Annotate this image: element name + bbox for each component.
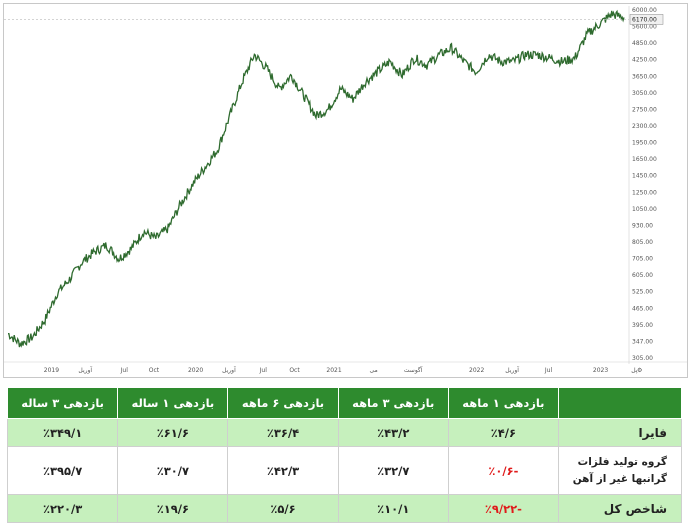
y-tick-label: 347.00 [632, 338, 653, 345]
y-tick-label: 1250.00 [632, 189, 657, 196]
gear-icon[interactable]: ⚙ [637, 367, 642, 374]
x-tick-label: پل [631, 367, 638, 374]
cell-1y: ٪۳۰/۷ [117, 446, 229, 495]
header-cell-name [558, 387, 682, 419]
y-tick-label: 465.00 [632, 305, 653, 312]
x-tick-label: آگوست [404, 365, 423, 374]
x-tick-label: 2021 [326, 367, 341, 374]
y-tick-label: 805.00 [632, 239, 653, 246]
cell-3m: ٪۴۳/۲ [337, 418, 449, 447]
cell-3m: ٪۱۰/۱ [337, 494, 449, 523]
price-chart-svg: 6000.00 5600.00 4850.00 4250.00 3650.00 3050.… [4, 6, 687, 374]
y-tick-label: 4850.00 [632, 40, 657, 47]
x-tick-label: Jul [120, 367, 129, 374]
cell-6m: ٪۴۲/۳ [227, 446, 339, 495]
y-tick-label: 1450.00 [632, 173, 657, 180]
cell-1m: -٪۰/۶ [447, 446, 560, 495]
y-tick-label: 4250.00 [632, 57, 657, 64]
y-tick-label: 605.00 [632, 272, 653, 279]
header-cell-3m: بازدهی ۳ ماهه [337, 387, 449, 419]
y-tick-label: 705.00 [632, 256, 653, 263]
header-cell-1y: بازدهی ۱ ساله [117, 387, 229, 419]
x-tick-label: آوریل [505, 365, 519, 374]
y-tick-label: 2750.00 [632, 106, 657, 113]
x-tick-label: Oct [289, 367, 300, 374]
y-tick-label: 3050.00 [632, 90, 657, 97]
row-name: گروه تولید فلزات گرانبها غیر از آهن [558, 446, 682, 495]
x-tick-label: 2020 [188, 367, 203, 374]
y-tick-label: 525.00 [632, 289, 653, 296]
x-tick-label: 2023 [593, 367, 608, 374]
y-tick-label: 2300.00 [632, 123, 657, 130]
cell-6m: ٪۵/۶ [227, 494, 339, 523]
y-tick-label: 1950.00 [632, 140, 657, 147]
x-tick-label: Oct [149, 367, 160, 374]
header-cell-6m: بازدهی ۶ ماهه [227, 387, 339, 419]
y-tick-label: 395.00 [632, 322, 653, 329]
y-tick-label: 5600.00 [632, 24, 657, 31]
cell-3y: ٪۳۴۹/۱ [6, 418, 119, 447]
performance-table: بازدهی ۱ ماهه بازدهی ۳ ماهه بازدهی ۶ ماه… [6, 387, 682, 523]
table-header-row: بازدهی ۱ ماهه بازدهی ۳ ماهه بازدهی ۶ ماه… [6, 387, 682, 419]
cell-3y: ٪۳۹۵/۷ [6, 446, 119, 495]
cell-1m: ٪۴/۶ [447, 418, 560, 447]
row-name: فایرا [558, 418, 682, 447]
cell-1y: ٪۶۱/۶ [117, 418, 229, 447]
x-tick-label: آوریل [222, 365, 236, 374]
y-tick-label: 3650.00 [632, 73, 657, 80]
x-tick-label: 2022 [469, 367, 484, 374]
x-tick-label: 2019 [44, 367, 59, 374]
last-value-box [629, 14, 664, 25]
y-tick-label: 1650.00 [632, 156, 657, 163]
x-tick-label: آوریل [78, 365, 92, 374]
cell-6m: ٪۳۶/۴ [227, 418, 339, 447]
cell-1y: ٪۱۹/۶ [117, 494, 229, 523]
last-value-label: 6170.00 [632, 16, 657, 23]
x-tick-label: می [370, 367, 378, 374]
y-tick-label: 305.00 [632, 355, 653, 362]
y-tick-label: 930.00 [632, 222, 653, 229]
header-cell-3y: بازدهی ۳ ساله [6, 387, 119, 419]
cell-1m: -٪۹/۲۲ [447, 494, 560, 523]
price-chart: 6000.00 5600.00 4850.00 4250.00 3650.00 3050.… [3, 3, 688, 378]
cell-3m: ٪۳۲/۷ [337, 446, 449, 495]
y-tick-label: 6000.00 [632, 7, 657, 14]
cell-3y: ٪۲۲۰/۳ [6, 494, 119, 523]
header-cell-1m: بازدهی ۱ ماهه [447, 387, 560, 419]
row-name: شاخص کل [558, 494, 682, 523]
x-tick-label: Jul [259, 367, 268, 374]
table-row-index: شاخص کل -٪۹/۲۲ ٪۱۰/۱ ٪۵/۶ ٪۱۹/۶ ٪۲۲۰/۳ [6, 494, 682, 523]
x-tick-label: Jul [544, 367, 553, 374]
table-row-industry: گروه تولید فلزات گرانبها غیر از آهن -٪۰/… [6, 446, 682, 495]
series-line [8, 9, 625, 348]
table-row-fayra: فایرا ٪۴/۶ ٪۴۳/۲ ٪۳۶/۴ ٪۶۱/۶ ٪۳۴۹/۱ [6, 418, 682, 447]
y-tick-label: 1050.00 [632, 206, 657, 213]
